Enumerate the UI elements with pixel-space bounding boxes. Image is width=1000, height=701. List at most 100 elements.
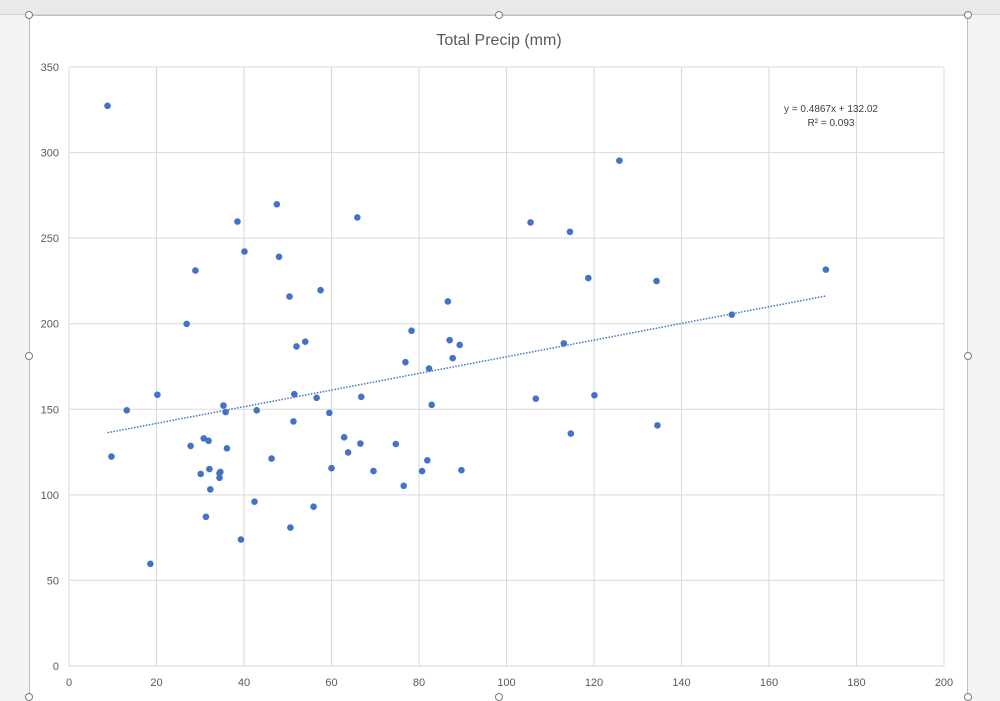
data-point[interactable] <box>313 394 320 402</box>
trendline-label[interactable]: y = 0.4867x + 132.02 R² = 0.093 <box>784 104 878 129</box>
data-point[interactable] <box>310 503 317 510</box>
resize-handle-top-right[interactable] <box>964 11 972 19</box>
x-tick-label: 160 <box>760 677 778 689</box>
data-point[interactable] <box>344 449 352 456</box>
x-tick-label: 180 <box>847 677 865 689</box>
data-point[interactable] <box>216 474 223 482</box>
data-point[interactable] <box>616 157 623 164</box>
data-point[interactable] <box>268 455 275 462</box>
data-point[interactable] <box>425 365 433 372</box>
data-point[interactable] <box>449 354 456 362</box>
data-point[interactable] <box>456 341 463 349</box>
resize-handle-middle-right[interactable] <box>964 352 972 360</box>
x-tick-label: 140 <box>672 677 690 689</box>
data-point[interactable] <box>444 298 452 305</box>
data-point[interactable] <box>532 395 540 402</box>
resize-handle-middle-left[interactable] <box>25 352 33 360</box>
data-point[interactable] <box>234 218 241 225</box>
data-point[interactable] <box>392 440 400 448</box>
data-point[interactable] <box>222 408 229 416</box>
gridlines <box>68 66 945 667</box>
data-point[interactable] <box>560 340 568 347</box>
data-point[interactable] <box>458 466 465 474</box>
resize-handle-top-center[interactable] <box>495 11 503 19</box>
x-tick-label: 60 <box>325 677 337 689</box>
chart-title[interactable]: Total Precip (mm) <box>436 32 561 49</box>
data-point[interactable] <box>275 253 283 261</box>
data-point[interactable] <box>357 440 364 447</box>
data-point[interactable] <box>728 311 736 318</box>
data-point[interactable] <box>653 277 660 285</box>
data-point[interactable] <box>273 200 281 208</box>
y-tick-label: 0 <box>53 661 59 673</box>
y-tick-label: 300 <box>41 148 59 160</box>
x-tick-label: 120 <box>585 677 603 689</box>
data-point[interactable] <box>251 498 258 506</box>
data-point[interactable] <box>108 453 115 460</box>
resize-handle-top-left[interactable] <box>25 11 33 19</box>
data-point[interactable] <box>192 267 199 274</box>
data-point[interactable] <box>205 437 212 445</box>
data-point[interactable] <box>408 327 415 335</box>
data-point[interactable] <box>207 486 214 493</box>
data-point[interactable] <box>400 482 407 490</box>
trendline[interactable] <box>107 295 827 434</box>
x-axis-tick-labels[interactable]: 0 20 40 60 80 100 120 140 160 180 200 <box>66 677 953 689</box>
data-point[interactable] <box>183 320 190 328</box>
y-axis-tick-labels[interactable]: 0 50 100 150 200 250 300 350 <box>41 62 59 673</box>
data-points[interactable] <box>104 102 830 568</box>
data-point[interactable] <box>293 343 300 350</box>
data-point[interactable] <box>357 393 365 401</box>
data-point[interactable] <box>428 401 435 409</box>
data-point[interactable] <box>328 464 335 472</box>
data-point[interactable] <box>241 248 248 255</box>
data-point[interactable] <box>446 336 453 344</box>
data-point[interactable] <box>220 402 227 409</box>
data-point[interactable] <box>286 293 293 300</box>
data-point[interactable] <box>370 467 377 475</box>
data-point[interactable] <box>354 214 361 221</box>
data-point[interactable] <box>123 407 131 414</box>
data-point[interactable] <box>206 465 213 473</box>
data-point[interactable] <box>340 434 348 441</box>
x-tick-label: 80 <box>413 677 425 689</box>
data-point[interactable] <box>187 442 194 450</box>
y-tick-label: 250 <box>41 233 59 245</box>
data-point[interactable] <box>326 409 333 417</box>
data-point[interactable] <box>566 228 574 236</box>
data-point[interactable] <box>287 524 294 531</box>
data-point[interactable] <box>301 338 309 345</box>
data-point[interactable] <box>822 266 830 273</box>
data-point[interactable] <box>317 286 324 294</box>
data-point[interactable] <box>424 456 431 464</box>
data-point[interactable] <box>527 219 534 226</box>
trendline-r-squared: R² = 0.093 <box>808 118 855 129</box>
data-point[interactable] <box>154 391 161 399</box>
data-point[interactable] <box>591 391 598 399</box>
y-tick-label: 50 <box>47 575 59 587</box>
x-tick-label: 100 <box>497 677 515 689</box>
x-tick-label: 40 <box>238 677 250 689</box>
data-point[interactable] <box>585 274 592 282</box>
data-point[interactable] <box>418 467 426 475</box>
data-point[interactable] <box>223 445 231 452</box>
data-point[interactable] <box>291 390 298 398</box>
x-tick-label: 20 <box>150 677 162 689</box>
y-tick-label: 150 <box>41 404 59 416</box>
data-point[interactable] <box>197 470 204 478</box>
x-tick-label: 0 <box>66 677 72 689</box>
data-point[interactable] <box>237 536 245 543</box>
data-point[interactable] <box>147 560 154 568</box>
data-point[interactable] <box>253 407 260 414</box>
data-point[interactable] <box>290 418 297 425</box>
data-point[interactable] <box>654 422 661 429</box>
data-point[interactable] <box>104 102 111 110</box>
data-point[interactable] <box>567 430 575 437</box>
y-tick-label: 100 <box>41 490 59 502</box>
x-tick-label: 200 <box>935 677 953 689</box>
data-point[interactable] <box>202 513 210 521</box>
data-point[interactable] <box>402 358 409 366</box>
data-point[interactable] <box>217 468 224 476</box>
